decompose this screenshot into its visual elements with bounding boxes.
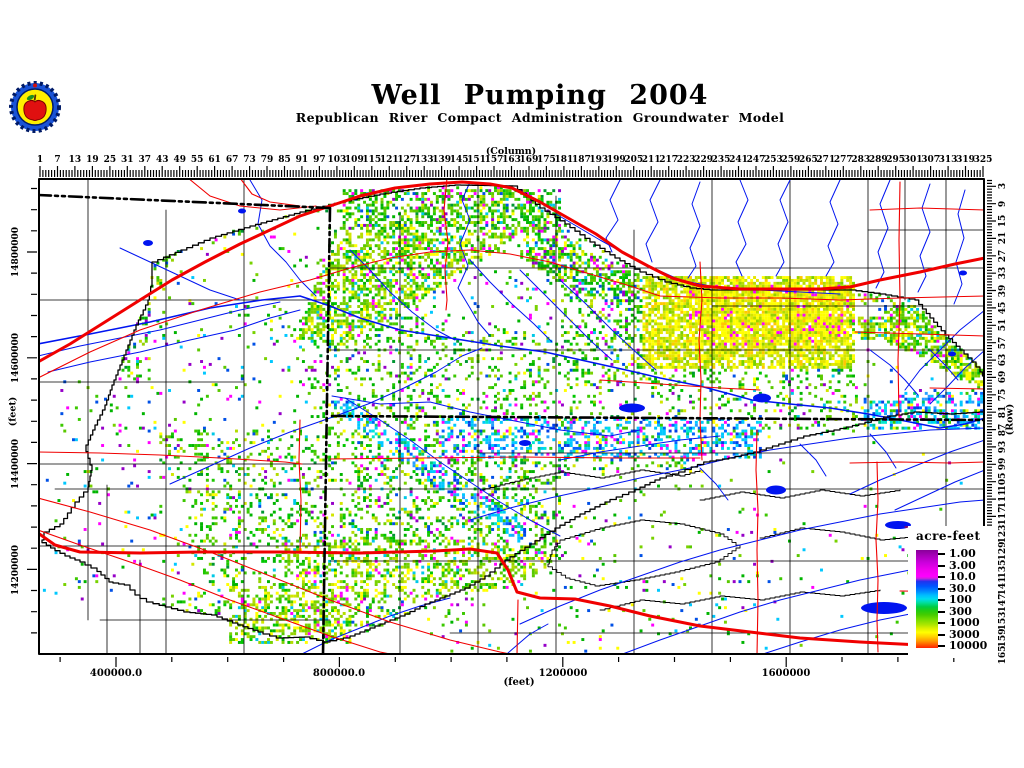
legend-tick (938, 599, 945, 601)
column-tick-label: 139 (432, 155, 452, 165)
column-tick-label: 91 (295, 155, 309, 165)
feet-x-tick-label: 1200000 (538, 668, 588, 679)
column-tick-label: 301 (903, 155, 923, 165)
column-tick-label: 187 (571, 155, 591, 165)
column-tick-label: 1 (36, 155, 44, 165)
column-tick-label: 277 (833, 155, 853, 165)
column-tick-label: 235 (711, 155, 731, 165)
column-tick-label: 61 (208, 155, 221, 165)
column-tick-label: 133 (414, 155, 434, 165)
column-tick-label: 193 (589, 155, 609, 165)
column-tick-label: 19 (86, 155, 99, 165)
row-tick-label: 165 (998, 646, 1008, 665)
column-tick-label: 109 (344, 155, 364, 165)
column-tick-label: 313 (938, 155, 958, 165)
column-tick-label: 217 (659, 155, 679, 165)
column-tick-label: 223 (676, 155, 696, 165)
column-tick-label: 55 (190, 155, 204, 165)
column-tick-label: 265 (798, 155, 818, 165)
column-tick-label: 115 (362, 155, 382, 165)
column-tick-label: 271 (816, 155, 836, 165)
legend-tick (938, 564, 945, 567)
legend-tick (938, 610, 945, 613)
column-tick-label: 283 (851, 155, 871, 165)
column-tick-label: 295 (886, 155, 906, 165)
feet-x-tick-label: 400000.0 (89, 668, 143, 679)
feet-y-tick-label: 14600000 (11, 332, 21, 384)
column-tick-label: 253 (764, 155, 783, 165)
column-tick-label: 121 (379, 155, 399, 165)
legend-tick (938, 587, 945, 590)
column-tick-label: 73 (243, 155, 256, 165)
column-tick-label: 43 (155, 155, 169, 165)
column-tick-label: 163 (502, 155, 521, 165)
column-tick-label: 241 (729, 155, 748, 165)
legend-tick (938, 553, 945, 555)
column-tick-label: 175 (537, 155, 556, 165)
column-tick-label: 259 (781, 155, 801, 165)
legend-title: acre-feet (916, 529, 981, 543)
column-tick-label: 157 (484, 155, 504, 165)
column-tick-label: 319 (956, 155, 975, 165)
feet-x-tick-label: 1600000 (761, 668, 811, 679)
column-tick-label: 229 (694, 155, 713, 165)
legend-colorbar (916, 550, 938, 648)
legend-tick (938, 622, 945, 624)
column-tick-label: 145 (449, 155, 469, 165)
legend-value-label: 10000 (949, 639, 988, 652)
column-tick-label: 151 (467, 155, 486, 165)
legend-tick (938, 576, 945, 578)
column-tick-label: 37 (138, 155, 152, 165)
feet-y-tick-label: 14800000 (11, 226, 21, 278)
groundwater-model-map-canvas (38, 178, 985, 655)
column-tick-label: 307 (921, 155, 940, 165)
page-title: Well Pumping 2004 (371, 80, 709, 111)
column-axis-title: (Column) (485, 146, 537, 157)
legend-acre-feet: acre-feet 1.00 3.00 10.0 30.0 100 300 1000 3000… (908, 526, 996, 658)
feet-y-tick-label: 14400000 (11, 438, 21, 490)
column-tick-label: 49 (173, 155, 186, 165)
page-subtitle: Republican River Compact Administration … (295, 110, 785, 125)
column-tick-label: 169 (519, 155, 539, 165)
feet-y-tick-label: 14200000 (11, 544, 21, 596)
column-tick-label: 31 (121, 155, 134, 165)
feet-x-tick-label: 800000.0 (312, 668, 366, 679)
column-tick-label: 67 (225, 155, 239, 165)
column-tick-label: 85 (278, 155, 291, 165)
column-tick-label: 211 (641, 155, 661, 165)
column-tick-label: 181 (554, 155, 574, 165)
column-tick-label: 7 (54, 155, 61, 165)
column-tick-label: 325 (973, 155, 993, 165)
column-tick-label: 205 (624, 155, 644, 165)
column-tick-label: 289 (868, 155, 888, 165)
column-tick-label: 247 (746, 155, 766, 165)
column-tick-label: 13 (68, 155, 82, 165)
logo-seal (9, 81, 61, 133)
bottom-axis-title: (feet) (503, 677, 535, 688)
column-tick-label: 103 (327, 155, 347, 165)
column-tick-label: 127 (397, 155, 417, 165)
apple-seal-icon (9, 81, 61, 133)
legend-tick (938, 633, 945, 636)
legend-tick (938, 645, 945, 647)
column-tick-label: 79 (260, 155, 274, 165)
column-tick-label: 199 (606, 155, 626, 165)
column-tick-label: 97 (313, 155, 326, 165)
column-tick-label: 25 (103, 155, 117, 165)
